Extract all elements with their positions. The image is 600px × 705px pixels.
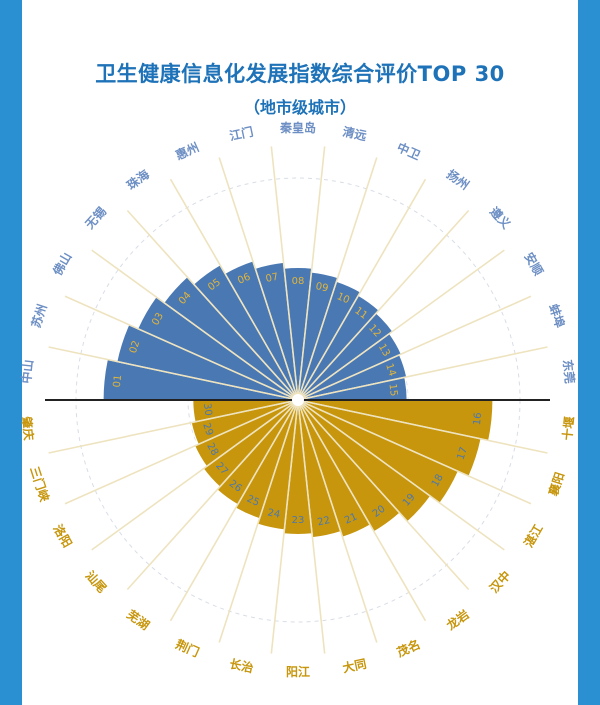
rank-label: 08 [292,276,305,287]
city-label: 襄阳 [545,470,567,498]
chart-title: 卫生健康信息化发展指数综合评价TOP 30 [95,62,505,86]
city-label: 大同 [341,656,368,676]
city-label: 汕尾 [83,568,110,596]
city-label: 惠州 [173,139,201,162]
city-label: 珠海 [124,166,152,192]
city-label: 安顺 [521,250,546,278]
rank-label: 23 [292,515,305,526]
spoke-line [218,399,299,643]
city-label: 肇庆 [19,416,36,441]
city-label: 扬州 [444,166,472,192]
spoke-line [297,399,378,643]
city-label: 三门峡 [27,464,52,503]
spoke-line [297,249,505,401]
city-label: 荆门 [174,636,202,659]
city-label: 汉中 [486,568,513,596]
spoke-line [48,346,299,401]
spoke-line [64,399,299,505]
spoke-line [270,399,299,654]
rank-label: 21 [343,511,359,526]
rank-label: 24 [266,507,281,520]
city-label: 秦皇岛 [279,120,316,135]
rank-label: 16 [472,412,484,426]
spoke-line [297,295,532,401]
rank-label: 14 [383,362,397,378]
spoke-line [297,399,548,454]
rank-label: 02 [128,339,142,355]
city-label: 十堰 [559,416,576,441]
spoke-line [64,295,299,401]
rank-label: 17 [456,446,470,462]
city-label: 蚌埠 [546,302,568,329]
city-label: 苏州 [28,302,50,329]
city-label: 佛山 [49,250,74,279]
spoke-line [169,399,299,622]
city-label: 中卫 [395,139,423,162]
city-label: 湛江 [521,522,546,550]
city-label: 茂名 [394,636,422,659]
city-label: 无锡 [81,204,109,233]
spoke-line [48,399,299,454]
rank-label: 09 [314,281,329,294]
rank-label: 22 [317,515,332,528]
city-label: 清远 [341,124,368,144]
rank-label: 30 [201,403,213,417]
spoke-line [297,399,326,654]
rank-label: 10 [335,291,351,306]
rank-label: 01 [112,374,124,388]
spoke-line [297,399,470,591]
rank-label: 25 [245,494,261,509]
rank-label: 29 [200,422,214,438]
city-label: 长治 [228,656,255,676]
spoke-line [91,399,299,551]
spoke-line [270,146,299,401]
city-label: 东莞 [560,359,577,384]
center-dot [292,394,304,406]
spoke-line [218,157,299,401]
spoke-line [297,157,378,401]
spoke-line [297,399,532,505]
city-label: 芜湖 [124,607,152,633]
spoke-line [126,399,299,591]
city-label: 阳江 [286,664,310,679]
spoke-line [297,399,505,551]
chart-subtitle: （地市级城市） [243,98,356,117]
spoke-line [297,209,470,401]
city-label: 洛阳 [50,522,75,550]
spoke-line [91,249,299,401]
city-label: 龙岩 [443,607,471,633]
city-label: 中山 [18,359,35,384]
spoke-line [297,346,548,401]
rank-label: 15 [387,383,399,397]
spoke-line [169,178,299,401]
city-label: 江门 [228,124,255,144]
spoke-line [297,399,427,622]
spoke-line [297,146,326,401]
rank-label: 28 [204,441,220,458]
spoke-line [126,209,299,401]
rank-label: 06 [236,272,252,287]
spoke-line [297,178,427,401]
rank-label: 07 [265,272,280,285]
city-label: 遵义 [487,204,515,233]
